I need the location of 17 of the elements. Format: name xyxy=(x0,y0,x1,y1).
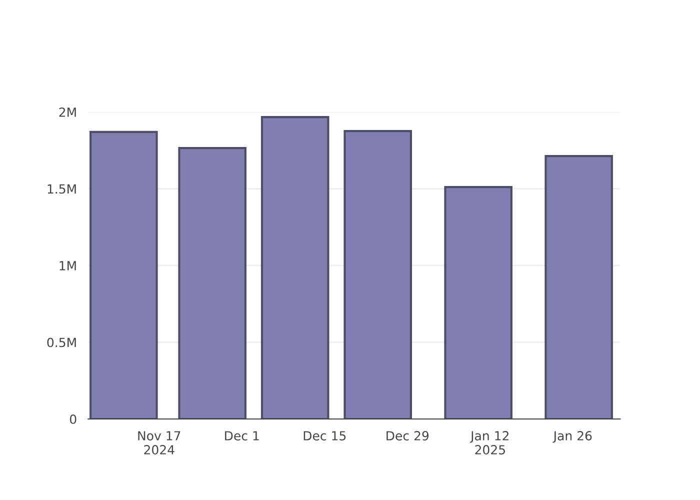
bar xyxy=(90,130,158,419)
x-tick-label: Dec 15 xyxy=(304,431,346,440)
bar xyxy=(260,116,330,419)
y-tick-label: 1.5M xyxy=(48,184,76,194)
x-tick-label: Dec 1 xyxy=(225,431,259,440)
x-tick-label: Jan 12 2025 xyxy=(470,431,508,454)
y-tick-label: 1M xyxy=(60,261,76,270)
y-tick-label: 0.5M xyxy=(47,338,76,348)
bar xyxy=(444,186,512,419)
y-tick-label: 0 xyxy=(70,414,76,424)
y-tick-label: 2M xyxy=(59,107,76,117)
bar xyxy=(178,147,246,419)
x-tick-label: Dec 29 xyxy=(386,431,429,440)
x-tick-label: Jan 26 xyxy=(552,431,592,443)
bar xyxy=(344,130,412,419)
bar xyxy=(544,155,613,419)
x-tick-label: Nov 17 2024 xyxy=(138,431,180,454)
